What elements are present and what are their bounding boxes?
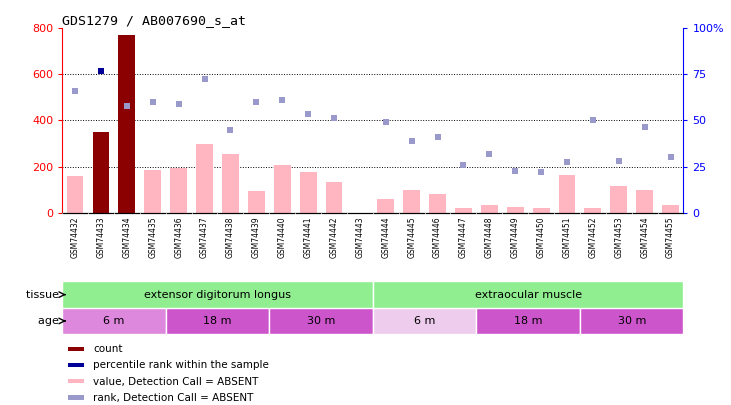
Bar <box>248 191 265 213</box>
Text: GSM74447: GSM74447 <box>459 216 468 258</box>
Point <box>302 110 314 117</box>
Point <box>173 101 184 108</box>
Bar <box>585 208 602 213</box>
Point <box>69 87 81 94</box>
Text: GSM74443: GSM74443 <box>355 216 364 258</box>
Bar <box>533 208 550 213</box>
Text: GSM74446: GSM74446 <box>433 216 442 258</box>
Text: GSM74433: GSM74433 <box>96 216 105 258</box>
Text: 6 m: 6 m <box>103 316 124 326</box>
Text: GSM74448: GSM74448 <box>485 216 494 258</box>
Text: 30 m: 30 m <box>307 316 336 326</box>
Bar <box>507 207 523 213</box>
Bar <box>62 281 373 308</box>
Text: GSM74438: GSM74438 <box>226 216 235 258</box>
Text: GSM74435: GSM74435 <box>148 216 157 258</box>
Bar <box>455 208 471 213</box>
Point <box>639 124 651 131</box>
Point <box>458 162 469 168</box>
Point <box>432 133 444 140</box>
Bar <box>93 132 110 213</box>
Text: GSM74432: GSM74432 <box>71 216 80 258</box>
Point <box>587 117 599 124</box>
Text: GSM74453: GSM74453 <box>614 216 624 258</box>
Text: GSM74445: GSM74445 <box>407 216 416 258</box>
Bar <box>166 308 269 334</box>
Bar <box>274 165 291 213</box>
Text: GSM74437: GSM74437 <box>200 216 209 258</box>
Text: 18 m: 18 m <box>203 316 232 326</box>
Bar <box>144 170 161 213</box>
Text: count: count <box>94 344 123 354</box>
Bar <box>404 190 420 213</box>
Point <box>276 96 288 103</box>
Point <box>613 158 624 164</box>
Bar <box>196 143 213 213</box>
Text: age: age <box>38 316 62 326</box>
Bar <box>69 347 84 351</box>
Text: GSM74455: GSM74455 <box>666 216 675 258</box>
Point <box>328 115 340 122</box>
Bar <box>67 176 83 213</box>
Text: GSM74439: GSM74439 <box>251 216 261 258</box>
Text: GSM74449: GSM74449 <box>511 216 520 258</box>
Text: extensor digitorum longus: extensor digitorum longus <box>144 290 291 300</box>
Text: 6 m: 6 m <box>414 316 435 326</box>
Point <box>251 99 262 105</box>
Bar <box>610 186 627 213</box>
Bar <box>170 168 187 213</box>
Text: GSM74454: GSM74454 <box>640 216 649 258</box>
Text: percentile rank within the sample: percentile rank within the sample <box>94 360 269 370</box>
Text: 30 m: 30 m <box>618 316 646 326</box>
Bar <box>62 308 166 334</box>
Text: value, Detection Call = ABSENT: value, Detection Call = ABSENT <box>94 377 259 386</box>
Text: rank, Detection Call = ABSENT: rank, Detection Call = ABSENT <box>94 393 254 403</box>
Bar <box>269 308 373 334</box>
Bar <box>636 190 653 213</box>
Point <box>147 99 159 105</box>
Point <box>561 159 573 165</box>
Text: GSM74451: GSM74451 <box>562 216 572 258</box>
Point <box>95 68 107 74</box>
Point <box>380 118 392 125</box>
Point <box>199 76 211 82</box>
Point <box>483 151 495 157</box>
Bar <box>69 379 84 384</box>
Text: GDS1279 / AB007690_s_at: GDS1279 / AB007690_s_at <box>62 14 246 27</box>
Bar <box>373 308 477 334</box>
Bar <box>558 175 575 213</box>
Bar <box>580 308 683 334</box>
Bar <box>222 154 239 213</box>
Text: GSM74442: GSM74442 <box>330 216 338 258</box>
Text: 18 m: 18 m <box>514 316 542 326</box>
Text: tissue: tissue <box>26 290 62 300</box>
Point <box>121 102 133 109</box>
Text: GSM74450: GSM74450 <box>537 216 545 258</box>
Text: GSM74441: GSM74441 <box>303 216 313 258</box>
Point <box>664 154 676 160</box>
Point <box>510 168 521 175</box>
Bar <box>662 205 679 213</box>
Bar <box>69 395 84 400</box>
Point <box>95 68 107 74</box>
Text: GSM74444: GSM74444 <box>382 216 390 258</box>
Bar <box>429 194 446 213</box>
Point <box>535 169 547 175</box>
Point <box>224 126 236 133</box>
Bar <box>373 281 683 308</box>
Bar <box>377 199 394 213</box>
Bar <box>118 35 135 213</box>
Text: extraocular muscle: extraocular muscle <box>474 290 582 300</box>
Bar <box>69 363 84 367</box>
Bar <box>481 205 498 213</box>
Bar <box>477 308 580 334</box>
Point <box>406 138 417 145</box>
Text: GSM74452: GSM74452 <box>588 216 597 258</box>
Bar <box>325 181 342 213</box>
Bar <box>300 172 317 213</box>
Text: GSM74434: GSM74434 <box>122 216 132 258</box>
Text: GSM74440: GSM74440 <box>278 216 287 258</box>
Text: GSM74436: GSM74436 <box>174 216 183 258</box>
